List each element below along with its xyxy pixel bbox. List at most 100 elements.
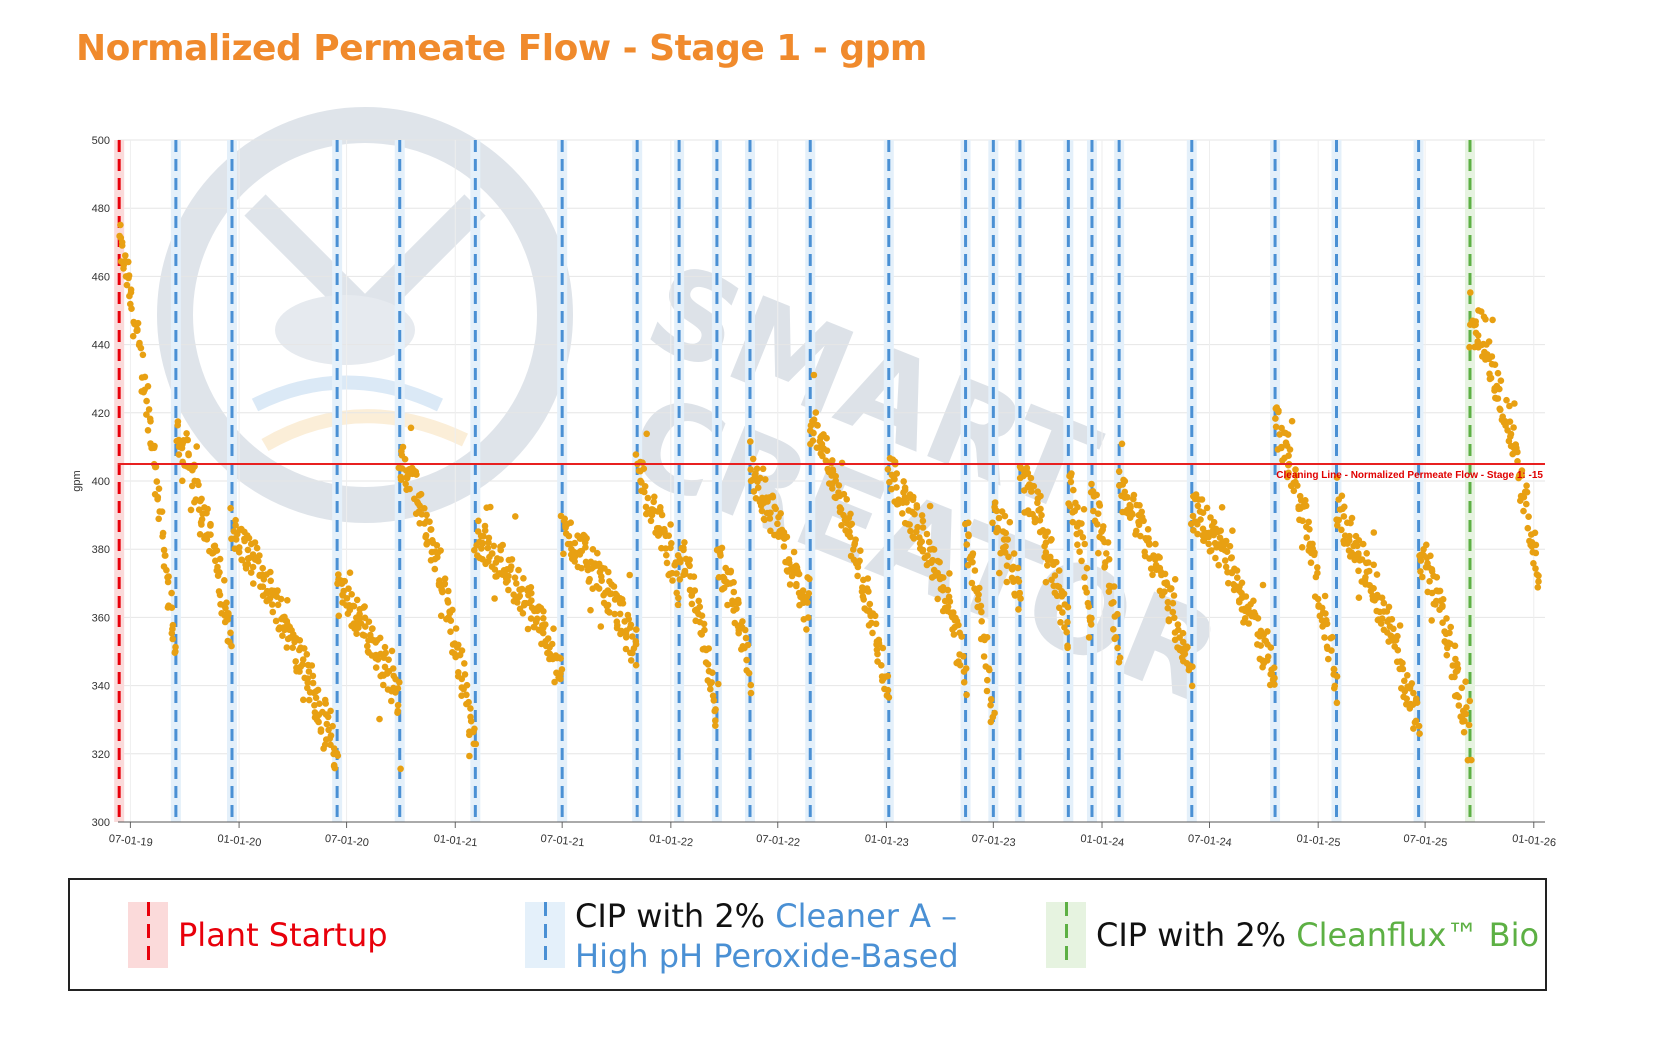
data-point [447,617,455,624]
data-point [117,221,124,229]
data-point [924,552,931,559]
data-point [1241,615,1249,622]
data-point [284,597,291,604]
data-point [582,544,589,551]
data-point [1001,512,1009,520]
data-point [1006,518,1014,526]
data-point [610,583,618,590]
data-point [769,493,777,501]
data-point [1042,549,1050,556]
data-point [709,669,716,676]
data-point [818,432,825,440]
data-point [185,451,192,459]
data-point [1088,480,1095,488]
data-point [1216,534,1224,541]
data-point [1121,477,1129,485]
data-point [360,604,368,611]
data-point [194,478,201,485]
data-point [919,546,927,554]
data-point [235,548,243,556]
data-point [934,595,941,603]
data-point [1245,620,1252,627]
data-point [1081,540,1088,548]
data-point [777,510,784,517]
data-point [382,649,390,657]
data-point [1454,667,1461,675]
data-point [1078,520,1085,527]
data-point [364,642,371,650]
data-point [743,656,750,664]
data-point [742,634,750,642]
data-point [305,696,313,704]
data-point [856,557,863,565]
data-point [1057,619,1064,626]
data-point [1267,644,1275,651]
data-point [1194,520,1201,528]
data-point [259,583,267,590]
data-point [1083,589,1090,596]
data-point [399,443,407,451]
cip-a-label: CIP with 2% Cleaner A – High pH Peroxide… [575,896,959,976]
data-point [1181,650,1189,658]
data-point [350,602,358,610]
data-point [561,515,568,523]
data-point [1064,644,1071,652]
data-point [1511,400,1518,407]
y-tick-label: 360 [92,612,110,624]
data-point [1264,653,1272,660]
data-point [1494,395,1502,402]
data-point [1467,289,1474,296]
data-point [222,604,229,612]
data-point [1488,353,1496,360]
data-point [1494,369,1502,377]
data-point [1333,474,1341,481]
data-point [1030,482,1038,490]
data-point [380,681,387,689]
data-point [810,371,818,379]
data-point [129,332,137,340]
data-point [1373,571,1381,578]
data-point [426,518,433,525]
data-point [1234,574,1241,581]
data-point [1363,550,1370,557]
data-point [140,388,147,396]
data-point [1285,469,1292,477]
data-point [544,635,552,642]
data-point [767,509,774,517]
data-point [987,696,995,703]
data-point [650,498,657,506]
data-point [223,599,230,606]
data-point [1428,566,1436,573]
data-point [1028,488,1035,495]
data-point [1197,516,1204,523]
data-point [1323,617,1330,624]
data-point [144,383,152,390]
data-point [1378,594,1386,602]
data-point [461,660,468,667]
chart-title: Normalized Permeate Flow - Stage 1 - gpm [76,28,927,69]
data-point [730,588,738,596]
data-point [481,522,489,530]
legend-item-cip-bio: CIP with 2% Cleanflux™ Bio [1046,902,1539,968]
data-point [145,406,153,413]
data-point [1423,541,1430,549]
data-point [1233,567,1241,574]
data-point [1404,672,1411,679]
data-point [317,728,325,735]
cip-cleaner-a-line-band [557,140,568,822]
data-point [700,620,708,628]
data-point [1207,514,1214,521]
data-point [651,493,658,501]
data-point [986,666,993,674]
data-point [1347,519,1354,527]
data-point [1292,466,1299,473]
data-point [143,411,150,418]
data-point [983,687,991,695]
data-point [1104,539,1112,546]
data-point [1462,710,1470,718]
data-point [749,455,757,463]
data-point [171,649,179,656]
data-point [1338,526,1345,534]
data-point [1482,316,1489,323]
data-point [1042,578,1050,586]
